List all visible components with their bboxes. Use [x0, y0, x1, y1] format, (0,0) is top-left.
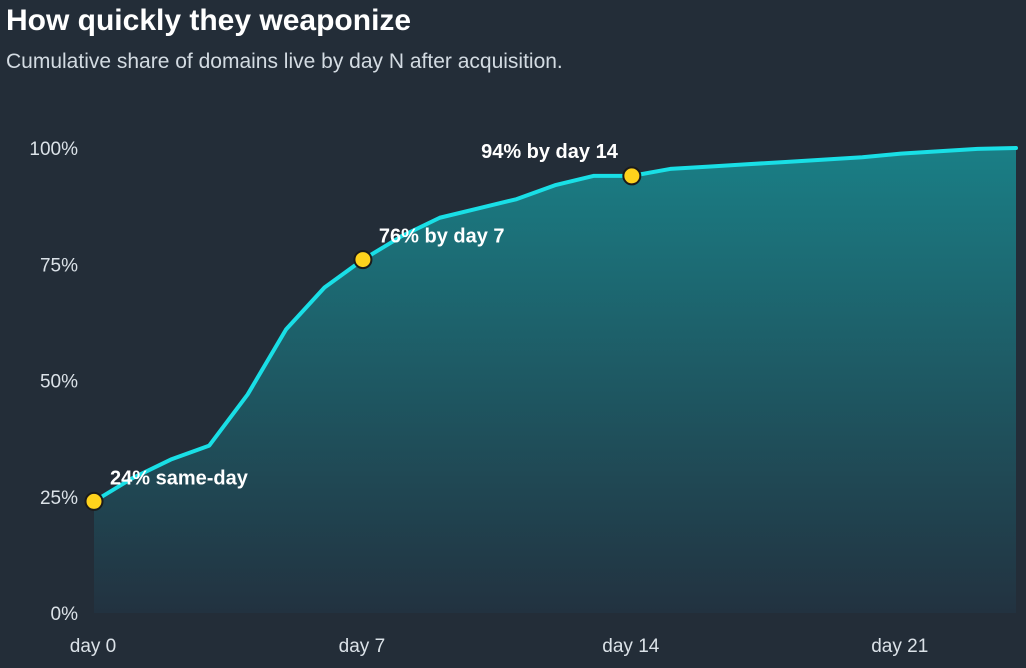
- x-tick-label: day 7: [339, 636, 385, 657]
- y-tick-label: 100%: [29, 139, 78, 160]
- annotation-marker: [84, 491, 104, 511]
- y-tick-label: 50%: [40, 372, 78, 393]
- annotation-marker: [622, 166, 642, 186]
- annotation-label: 94% by day 14: [481, 141, 619, 163]
- chart-subtitle: Cumulative share of domains live by day …: [6, 50, 563, 73]
- annotation-label: 76% by day 7: [379, 226, 505, 248]
- y-tick-label: 75%: [40, 255, 78, 276]
- cumulative-area-fill: [94, 148, 1016, 613]
- chart-title: How quickly they weaponize: [6, 4, 412, 37]
- annotation-marker: [353, 250, 373, 270]
- y-tick-label: 25%: [40, 488, 78, 509]
- x-tick-label: day 14: [602, 636, 659, 657]
- annotation-label: 24% same-day: [110, 467, 249, 489]
- x-tick-label: day 21: [871, 636, 928, 657]
- y-tick-label: 0%: [51, 604, 79, 625]
- x-tick-label: day 0: [70, 636, 116, 657]
- cumulative-line: [92, 146, 1018, 504]
